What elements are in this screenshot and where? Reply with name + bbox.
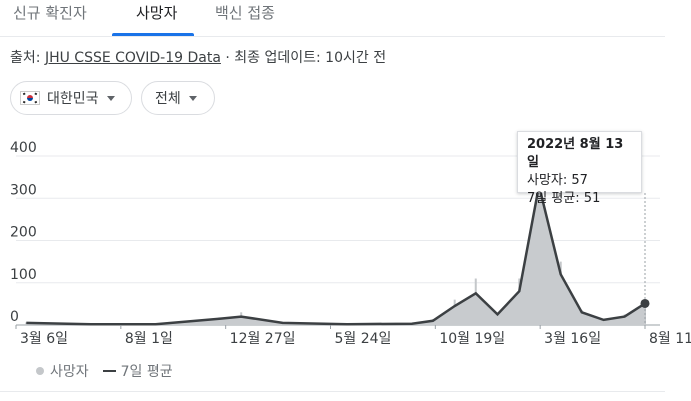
x-axis: 3월 6일 8월 1일 12월 27일 5월 24일 10월 19일 3월 16일 8월 1… <box>15 325 691 347</box>
tab-new-cases[interactable]: 신규 확진자 <box>13 4 87 22</box>
x-tick-label: 3월 16일 <box>544 331 601 347</box>
source-prefix: 출처: <box>10 50 45 66</box>
country-label: 대한민국 <box>47 91 99 107</box>
tooltip-date: 2022년 8월 13일 <box>527 137 624 170</box>
y-tick-label: 300 <box>10 182 37 198</box>
x-tick-label: 8월 1일 <box>125 331 173 347</box>
hover-point[interactable] <box>640 298 650 308</box>
source-link[interactable]: JHU CSSE COVID-19 Data <box>44 50 221 66</box>
x-tick-label: 12월 27일 <box>230 331 296 347</box>
x-tick-label: 5월 24일 <box>335 331 392 347</box>
scope-label: 전체 <box>155 91 181 107</box>
chart-tooltip: 2022년 8월 13일 사망자: 57 7일 평균: 51 <box>517 131 642 206</box>
y-tick-label: 0 <box>10 309 19 325</box>
y-axis: 0 100 200 300 400 <box>10 140 37 325</box>
y-tick-label: 200 <box>10 225 37 241</box>
average-legend-label: 7일 평균 <box>120 364 173 380</box>
source-line: 출처: JHU CSSE COVID-19 Data · 최종 업데이트: 10… <box>10 47 386 67</box>
tab-bar: 신규 확진자 사망자 백신 접종 <box>0 0 665 37</box>
tab-deaths[interactable]: 사망자 <box>136 4 178 22</box>
y-tick-label: 100 <box>10 267 37 283</box>
x-tick-label: 8월 11일 <box>649 331 691 347</box>
last-updated: · 최종 업데이트: 10시간 전 <box>220 50 387 66</box>
chevron-down-icon <box>188 95 197 101</box>
chart-legend: 사망자 7일 평균 <box>36 361 173 381</box>
x-tick-label: 10월 19일 <box>439 331 505 347</box>
average-legend-line <box>102 370 116 372</box>
tooltip-deaths: 사망자: 57 <box>527 173 588 188</box>
divider <box>0 391 665 392</box>
seven-day-average-line <box>26 185 646 326</box>
korea-flag-icon <box>20 91 40 105</box>
deaths-legend-dot <box>36 367 44 375</box>
tab-vaccinations[interactable]: 백신 접종 <box>215 4 275 22</box>
y-tick-label: 400 <box>10 140 37 156</box>
active-tab-indicator <box>112 33 194 36</box>
scope-dropdown[interactable]: 전체 <box>141 81 215 115</box>
country-dropdown[interactable]: 대한민국 <box>10 81 132 115</box>
deaths-legend-label: 사망자 <box>50 364 89 380</box>
x-tick-label: 3월 6일 <box>20 331 68 347</box>
chevron-down-icon <box>106 95 115 101</box>
tooltip-average: 7일 평균: 51 <box>527 191 601 206</box>
